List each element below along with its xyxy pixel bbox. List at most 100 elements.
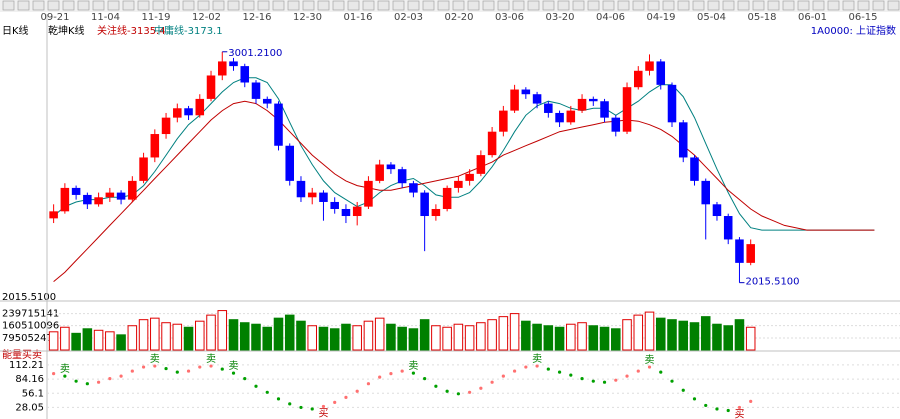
candle-body <box>375 164 384 181</box>
toolbar-button[interactable] <box>467 0 480 11</box>
toolbar-button[interactable] <box>62 0 75 11</box>
toolbar-button[interactable] <box>512 0 525 11</box>
toolbar-button[interactable] <box>407 0 420 11</box>
toolbar-button[interactable] <box>197 0 210 11</box>
indicator-point <box>209 364 213 368</box>
toolbar-button[interactable] <box>812 0 825 11</box>
toolbar-button[interactable] <box>707 0 720 11</box>
toolbar-button[interactable] <box>872 0 885 11</box>
volume-bar <box>498 316 509 351</box>
toolbar-button[interactable] <box>617 0 630 11</box>
volume-bar <box>206 314 216 351</box>
toolbar-button[interactable] <box>572 0 585 11</box>
candle-body <box>544 103 553 113</box>
toolbar-button[interactable] <box>692 0 705 11</box>
signal-label: 买 <box>318 407 328 419</box>
candle-body <box>476 155 486 174</box>
toolbar-button[interactable] <box>152 0 165 11</box>
candle-body <box>319 192 328 202</box>
toolbar-button[interactable] <box>227 0 240 11</box>
volume-bar <box>712 323 722 351</box>
candle-body <box>532 94 542 104</box>
toolbar-button[interactable] <box>497 0 510 11</box>
toolbar-button[interactable] <box>107 0 120 11</box>
volume-bar <box>284 314 295 351</box>
candle-body <box>105 192 115 198</box>
candle-body <box>206 75 216 99</box>
toolbar-button[interactable] <box>632 0 645 11</box>
toolbar-button[interactable] <box>257 0 270 11</box>
toolbar-button[interactable] <box>587 0 600 11</box>
toolbar-button[interactable] <box>47 0 60 11</box>
candle-body <box>240 66 250 83</box>
toolbar-button[interactable] <box>167 0 180 11</box>
toolbar-button[interactable] <box>77 0 90 11</box>
toolbar <box>0 0 900 12</box>
toolbar-button[interactable] <box>182 0 195 11</box>
toolbar-button[interactable] <box>677 0 690 11</box>
toolbar-button[interactable] <box>392 0 405 11</box>
candle-body <box>499 110 508 132</box>
toolbar-button[interactable] <box>662 0 675 11</box>
toolbar-button[interactable] <box>827 0 840 11</box>
toolbar-button[interactable] <box>362 0 375 11</box>
toolbar-button[interactable] <box>2 0 15 11</box>
indicator-point <box>389 372 393 376</box>
candle-body <box>454 180 463 188</box>
indicator-point <box>265 390 269 394</box>
toolbar-button[interactable] <box>377 0 390 11</box>
candle-body <box>577 98 587 111</box>
toolbar-button[interactable] <box>242 0 255 11</box>
candle-body <box>71 187 81 195</box>
volume-bar <box>611 328 621 351</box>
toolbar-button[interactable] <box>542 0 555 11</box>
toolbar-button[interactable] <box>482 0 495 11</box>
date-label: 12-02 <box>192 12 221 23</box>
volume-bar <box>138 319 149 351</box>
indicator-name: 乾坤K线 <box>48 24 85 37</box>
candle-body <box>690 157 699 181</box>
indicator-tick-label: 56.1 <box>22 388 44 399</box>
indicator-point <box>737 405 742 410</box>
toolbar-button[interactable] <box>287 0 300 11</box>
toolbar-button[interactable] <box>602 0 615 11</box>
toolbar-button[interactable] <box>17 0 30 11</box>
volume-bar <box>239 322 250 351</box>
toolbar-button[interactable] <box>722 0 735 11</box>
toolbar-button[interactable] <box>797 0 810 11</box>
toolbar-button[interactable] <box>212 0 225 11</box>
indicator-point <box>512 369 517 373</box>
toolbar-button[interactable] <box>737 0 750 11</box>
candle-body <box>735 239 744 263</box>
toolbar-button[interactable] <box>437 0 450 11</box>
toolbar-button[interactable] <box>32 0 45 11</box>
toolbar-button[interactable] <box>887 0 900 11</box>
period-label: 日K线 <box>2 24 29 37</box>
toolbar-icons[interactable] <box>2 0 900 11</box>
toolbar-button[interactable] <box>422 0 435 11</box>
indicator-point <box>85 382 89 386</box>
volume-bar <box>644 311 655 351</box>
toolbar-button[interactable] <box>272 0 285 11</box>
toolbar-button[interactable] <box>332 0 345 11</box>
toolbar-button[interactable] <box>647 0 660 11</box>
toolbar-button[interactable] <box>302 0 315 11</box>
toolbar-button[interactable] <box>317 0 330 11</box>
toolbar-button[interactable] <box>527 0 540 11</box>
toolbar-button[interactable] <box>767 0 780 11</box>
toolbar-button[interactable] <box>452 0 465 11</box>
toolbar-button[interactable] <box>92 0 105 11</box>
indicator-point <box>299 405 303 410</box>
toolbar-button[interactable] <box>122 0 135 11</box>
indicator-point <box>153 364 157 368</box>
toolbar-button[interactable] <box>752 0 765 11</box>
toolbar-button[interactable] <box>782 0 795 11</box>
indicator-point <box>108 377 112 381</box>
toolbar-button[interactable] <box>857 0 870 11</box>
toolbar-button[interactable] <box>557 0 570 11</box>
volume-bar <box>599 326 610 351</box>
volume-bar <box>734 319 745 351</box>
toolbar-button[interactable] <box>842 0 855 11</box>
toolbar-button[interactable] <box>347 0 360 11</box>
toolbar-button[interactable] <box>137 0 150 11</box>
